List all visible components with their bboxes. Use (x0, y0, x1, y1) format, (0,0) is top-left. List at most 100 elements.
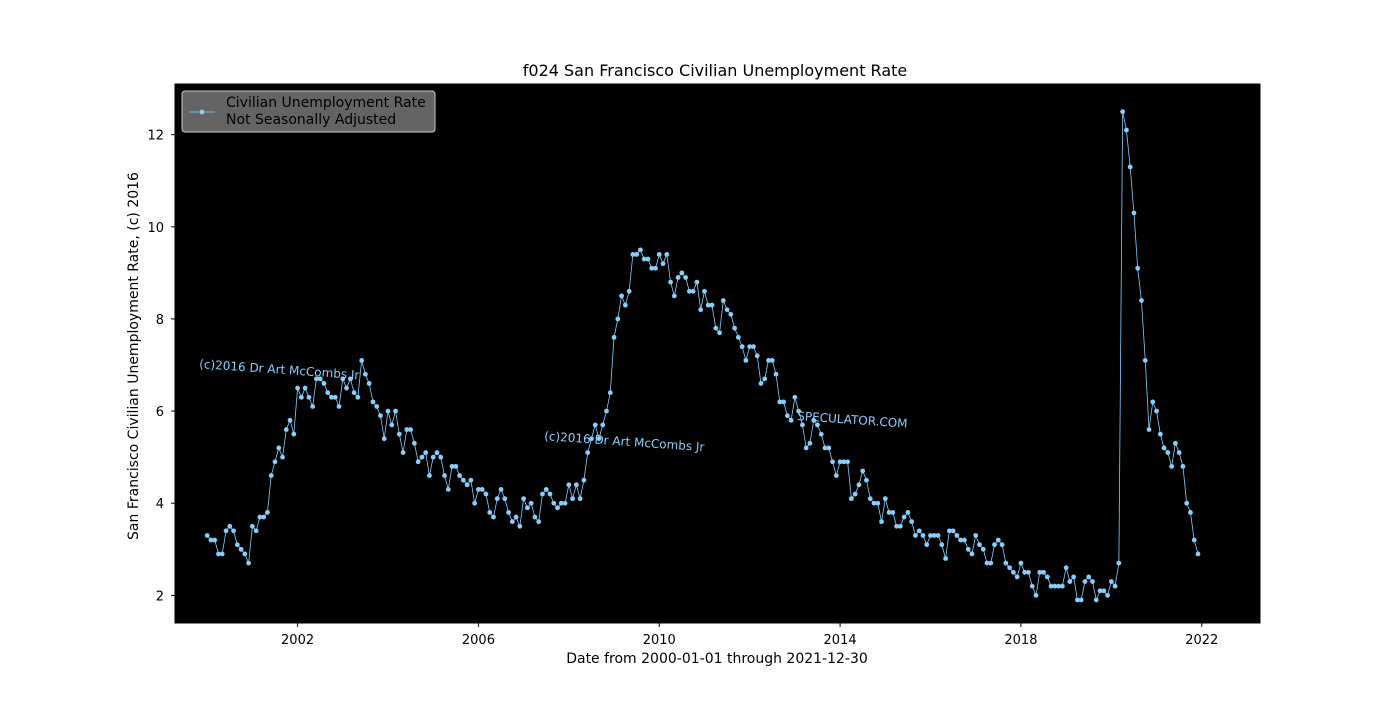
data-point (212, 537, 218, 543)
x-tick-label: 2018 (1004, 633, 1037, 648)
data-point (566, 482, 572, 488)
data-point (777, 399, 783, 405)
data-point (1112, 583, 1118, 589)
data-point (1075, 597, 1080, 603)
data-point (649, 265, 655, 271)
data-point (607, 390, 613, 396)
data-point (468, 477, 474, 483)
data-point (411, 440, 417, 446)
data-point (562, 500, 568, 506)
data-point (359, 358, 365, 363)
data-point (818, 431, 824, 437)
data-point (543, 487, 549, 492)
x-tick-label: 2010 (643, 633, 676, 648)
data-point (709, 302, 715, 308)
data-point (784, 413, 790, 419)
data-point (1172, 440, 1178, 446)
series-unemployment-rate (204, 109, 1201, 603)
data-point (747, 344, 753, 349)
data-point (340, 376, 346, 382)
axes: 2002 2006 2010 2014 2018 2022 2 4 6 8 10 12 (147, 129, 1218, 648)
data-point (363, 371, 368, 377)
data-point (223, 528, 229, 534)
data-point (995, 537, 1001, 543)
data-point (690, 288, 696, 294)
data-point (1026, 569, 1031, 575)
data-point (924, 542, 930, 548)
data-point (860, 468, 866, 474)
data-point (1033, 592, 1039, 598)
data-point (1124, 127, 1129, 133)
data-point (540, 491, 545, 497)
data-point (848, 496, 854, 502)
x-tick-label: 2014 (824, 633, 857, 648)
data-point (464, 482, 470, 488)
data-point (619, 293, 624, 299)
data-point (988, 560, 994, 566)
data-point (668, 279, 673, 285)
data-point (758, 381, 764, 386)
data-point (653, 265, 658, 271)
data-point (449, 463, 455, 469)
data-point (234, 542, 240, 548)
data-point (867, 496, 873, 502)
data-point (943, 556, 948, 561)
data-point (905, 510, 911, 515)
data-point (1014, 574, 1020, 580)
data-point (1022, 569, 1028, 575)
data-point (664, 252, 670, 257)
data-point (720, 298, 726, 303)
data-point (931, 533, 937, 538)
data-point (344, 385, 349, 391)
data-point (374, 404, 380, 409)
data-point (528, 500, 534, 506)
data-point (1010, 569, 1016, 575)
data-point (611, 334, 617, 340)
data-point (879, 519, 884, 525)
data-point (615, 316, 621, 322)
data-point (332, 394, 338, 400)
data-point (1093, 597, 1099, 603)
data-point (453, 463, 459, 469)
data-point (261, 514, 267, 520)
data-point (698, 307, 704, 313)
data-point (532, 514, 538, 520)
data-point (592, 422, 598, 428)
data-point (751, 344, 756, 349)
data-point (928, 533, 933, 538)
y-tick-label: 12 (147, 129, 164, 144)
data-point (837, 459, 843, 465)
data-point (1101, 588, 1107, 594)
data-point (570, 496, 576, 502)
data-point (238, 546, 244, 552)
data-point (253, 528, 259, 534)
data-point (419, 454, 425, 460)
data-point (366, 381, 372, 386)
data-point (800, 422, 805, 428)
data-point (491, 514, 496, 520)
y-tick-label: 6 (156, 405, 164, 420)
data-point (686, 288, 692, 294)
data-point (852, 491, 858, 497)
data-point (216, 551, 221, 557)
data-point (604, 408, 609, 414)
data-point (1018, 560, 1024, 566)
data-point (283, 427, 289, 432)
data-point (295, 385, 300, 391)
data-point (280, 454, 285, 460)
data-point (845, 459, 851, 465)
data-point (675, 275, 681, 280)
data-point (683, 275, 689, 280)
data-point (479, 487, 485, 492)
data-point (430, 454, 436, 460)
data-point (634, 252, 640, 257)
data-point (219, 551, 225, 557)
data-point (958, 537, 964, 543)
data-point (536, 519, 542, 525)
data-point (1120, 109, 1126, 115)
data-point (946, 528, 952, 534)
chart-title: f024 San Francisco Civilian Unemployment… (523, 61, 907, 80)
data-point (268, 473, 274, 478)
data-point (626, 288, 632, 294)
